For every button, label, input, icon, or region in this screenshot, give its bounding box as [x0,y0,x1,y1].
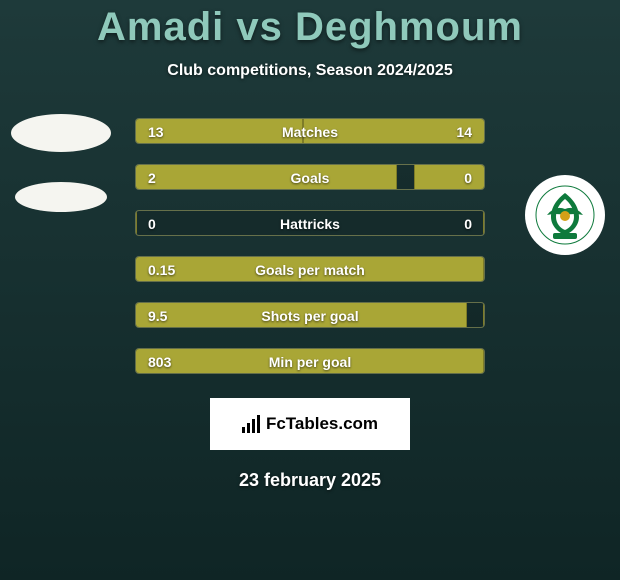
avatar-placeholder-icon [11,114,111,152]
stat-row-min-per-goal: 803 Min per goal [135,348,485,374]
fctables-link[interactable]: FcTables.com [210,398,410,450]
player-right-club-badge [525,175,605,255]
stat-label: Shots per goal [136,303,484,328]
stat-row-hattricks: 0 Hattricks 0 [135,210,485,236]
player-left-avatar [8,108,113,218]
stats-panel: 13 Matches 14 2 Goals 0 0 Hattricks 0 0.… [135,118,485,374]
stat-value-right: 14 [456,119,472,144]
stat-label: Hattricks [136,211,484,236]
avatar-shadow-icon [15,182,107,212]
eagle-badge-icon [535,185,595,245]
fctables-brand-text: FcTables.com [266,414,378,434]
page-subtitle: Club competitions, Season 2024/2025 [0,62,620,80]
page-title: Amadi vs Deghmoum [0,5,620,50]
stat-value-right: 0 [464,165,472,190]
snapshot-date: 23 february 2025 [0,470,620,491]
stat-label: Goals [136,165,484,190]
stat-row-goals-per-match: 0.15 Goals per match [135,256,485,282]
stat-row-shots-per-goal: 9.5 Shots per goal [135,302,485,328]
stat-value-right: 0 [464,211,472,236]
stat-row-matches: 13 Matches 14 [135,118,485,144]
bar-chart-icon [242,415,260,433]
stat-label: Matches [136,119,484,144]
stat-label: Min per goal [136,349,484,374]
stat-row-goals: 2 Goals 0 [135,164,485,190]
stat-label: Goals per match [136,257,484,282]
